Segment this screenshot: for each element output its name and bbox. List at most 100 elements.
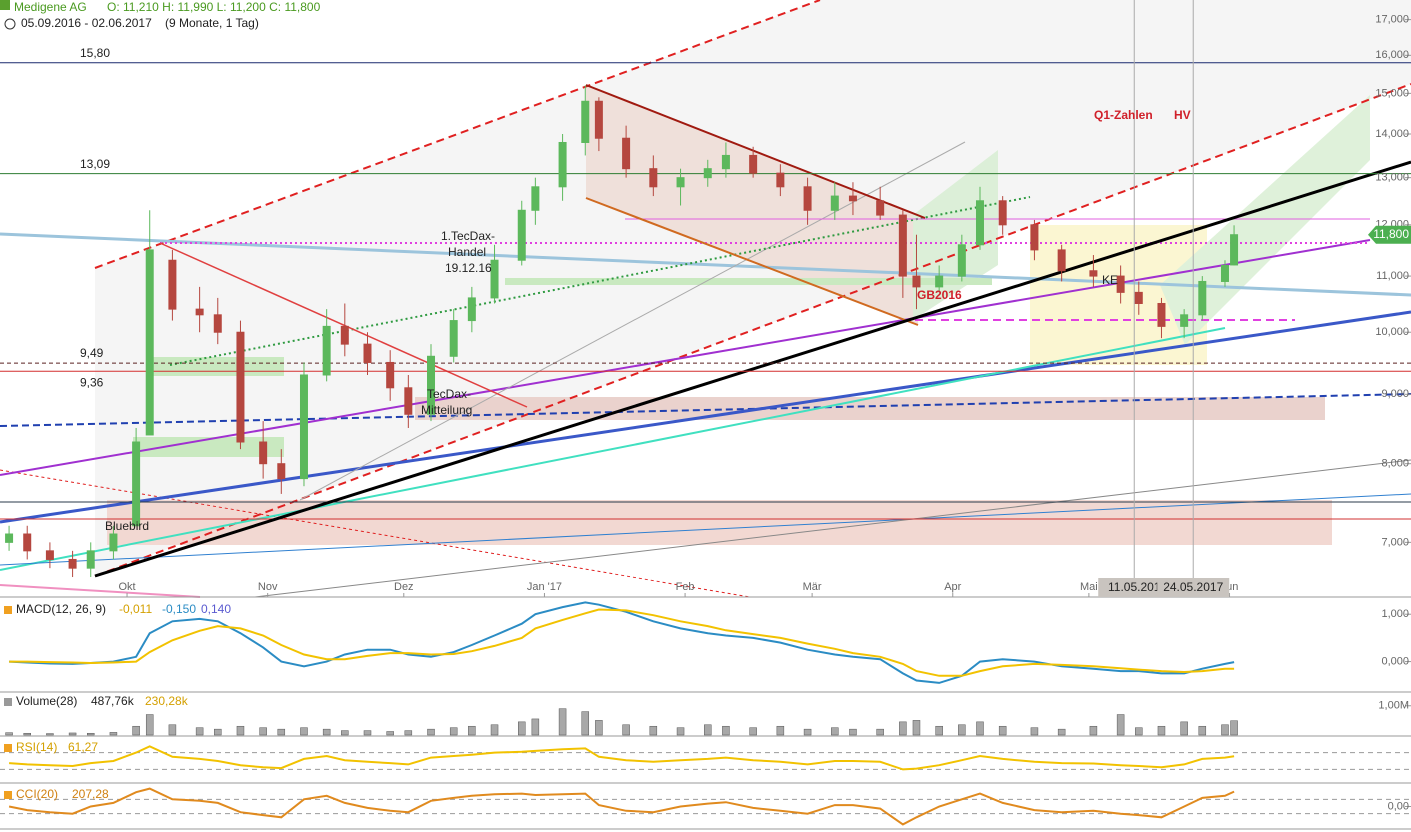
- volume-bar: [341, 730, 349, 736]
- candle-body: [1230, 234, 1239, 266]
- candle-body: [168, 259, 177, 310]
- candle-body: [876, 200, 885, 216]
- candle-body: [340, 325, 349, 345]
- candle-body: [581, 100, 590, 143]
- x-tick-label: Feb: [676, 581, 695, 593]
- annotation: KE: [1102, 273, 1118, 287]
- trendline: [0, 239, 1371, 476]
- candle-body: [23, 533, 32, 552]
- annotation: 19.12.16: [445, 261, 492, 275]
- volume-bar: [109, 732, 118, 736]
- indicator-line: [9, 745, 1235, 771]
- volume-bar: [259, 727, 267, 736]
- volume-bar: [322, 728, 331, 736]
- readout: 207,28: [72, 787, 109, 801]
- candle-body: [703, 168, 712, 179]
- channel-fill: [586, 85, 925, 325]
- volume-bar: [1116, 714, 1125, 736]
- volume-bar: [214, 728, 222, 736]
- volume-bar: [803, 728, 812, 736]
- candle-body: [1220, 264, 1229, 282]
- candle-body: [467, 297, 476, 322]
- volume-bar: [912, 720, 921, 736]
- candle-body: [935, 275, 944, 288]
- candle-body: [132, 441, 141, 527]
- x-tick-label: Apr: [944, 581, 961, 593]
- zone: [133, 437, 284, 457]
- trendline: [0, 469, 751, 598]
- volume-bar: [1089, 725, 1098, 736]
- trendline: [299, 141, 966, 501]
- volume-bar: [998, 725, 1007, 736]
- trendline: [0, 584, 201, 598]
- candle-body: [490, 259, 499, 299]
- candle-body: [830, 195, 839, 211]
- y-tick-label: 7,000: [1381, 536, 1409, 548]
- annotation: 1.TecDax-: [441, 229, 495, 243]
- volume-bar: [300, 727, 308, 736]
- candle-body: [68, 558, 77, 569]
- y-tick-label: 17,000: [1375, 14, 1409, 26]
- annotation: Mitteilung: [421, 403, 472, 417]
- volume-bar: [404, 730, 413, 736]
- volume-bar: [558, 708, 567, 736]
- volume-bar: [468, 725, 476, 736]
- candle-body: [86, 550, 95, 569]
- volume-bar: [46, 733, 54, 736]
- zone: [415, 397, 1325, 420]
- x-tick-label: Okt: [118, 581, 135, 593]
- drawings: [95, 0, 1411, 576]
- candle-body: [322, 325, 331, 376]
- candle-body: [386, 361, 395, 389]
- readout: -0,150: [162, 602, 196, 616]
- candle-body: [1057, 249, 1066, 272]
- channel-fill: [95, 0, 1411, 576]
- zone: [505, 278, 992, 285]
- level-label: 9,36: [80, 375, 104, 389]
- trendline: [169, 196, 1031, 366]
- last-price-label: 11,800: [1373, 227, 1409, 241]
- volume-bar: [1057, 728, 1066, 736]
- annotation: Bluebird: [105, 519, 149, 533]
- legend-icon: [4, 744, 12, 752]
- volume-bar: [145, 714, 154, 736]
- volume-bar: [676, 727, 685, 736]
- date-range: 05.09.2016 - 02.06.2017: [21, 16, 152, 30]
- trendline: [585, 197, 919, 326]
- panel-title: Volume(28): [16, 694, 77, 708]
- readout: 0,140: [201, 602, 231, 616]
- date-span: (9 Monate, 1 Tag): [165, 16, 259, 30]
- annotation: HV: [1174, 108, 1191, 122]
- level-label: 15,80: [80, 46, 110, 60]
- volume-bar: [518, 721, 526, 736]
- candle-body: [749, 154, 758, 174]
- x-tick-label: Mär: [803, 581, 822, 593]
- candle-body: [299, 374, 308, 480]
- y-tick-label: 1,00M: [1378, 700, 1409, 712]
- volume-bar: [490, 724, 499, 736]
- readout: 61,27: [68, 740, 98, 754]
- trendline: [254, 459, 1411, 598]
- volume-bar: [976, 721, 984, 736]
- y-tick-label: 13,000: [1375, 172, 1409, 184]
- candle-body: [594, 100, 603, 139]
- annotation: GB2016: [917, 288, 962, 302]
- candle-body: [957, 244, 966, 277]
- panel-title: RSI(14): [16, 740, 57, 754]
- marker-label-bg: [1098, 578, 1171, 597]
- candle-body: [803, 186, 812, 211]
- trendline: [94, 160, 1411, 578]
- volume-bar: [622, 724, 630, 736]
- candle-body: [213, 314, 222, 333]
- candle-body: [776, 172, 785, 188]
- candle-body: [404, 387, 413, 415]
- candle-body: [45, 550, 54, 560]
- title: Medigene AG: [14, 0, 87, 14]
- volume-bar: [831, 727, 839, 736]
- trendline: [94, 83, 1411, 577]
- candle-body: [1089, 270, 1098, 277]
- indicator-line: [9, 601, 1235, 684]
- volume-bar: [722, 725, 730, 736]
